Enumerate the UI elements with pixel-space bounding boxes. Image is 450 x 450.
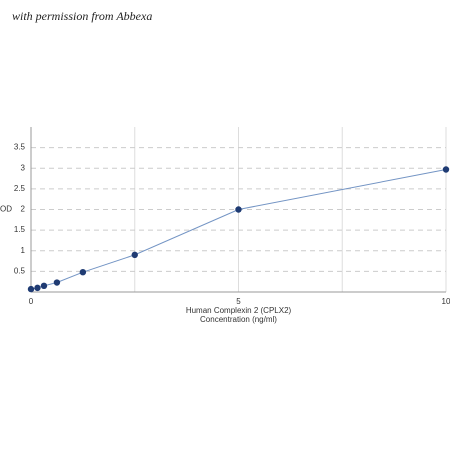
- y-tick-label: 1.5: [14, 225, 26, 234]
- y-tick-label: 3: [21, 163, 26, 172]
- y-tick-label: 0.5: [14, 266, 26, 275]
- y-tick-label: 2: [21, 205, 26, 214]
- data-point: [79, 269, 87, 276]
- data-point: [235, 206, 242, 213]
- x-tick-label: 10: [442, 297, 450, 306]
- x-tick-label: 5: [236, 297, 241, 306]
- data-point: [131, 251, 138, 259]
- watermark: with permission from Abbexa: [12, 9, 152, 23]
- y-tick-label: 1: [21, 246, 26, 255]
- x-tick-label: 0: [29, 297, 34, 306]
- data-point: [40, 282, 48, 290]
- data-point: [34, 284, 41, 292]
- y-tick-label: 2.5: [14, 184, 26, 193]
- data-point: [27, 285, 35, 293]
- x-axis-label: Human Complexin 2 (CPLX2): [186, 306, 292, 315]
- y-axis-label: OD: [0, 205, 12, 214]
- data-point: [442, 166, 450, 173]
- data-point: [53, 279, 61, 286]
- x-axis-label: Concentration (ng/ml): [200, 315, 277, 324]
- y-tick-label: 3.5: [14, 143, 26, 152]
